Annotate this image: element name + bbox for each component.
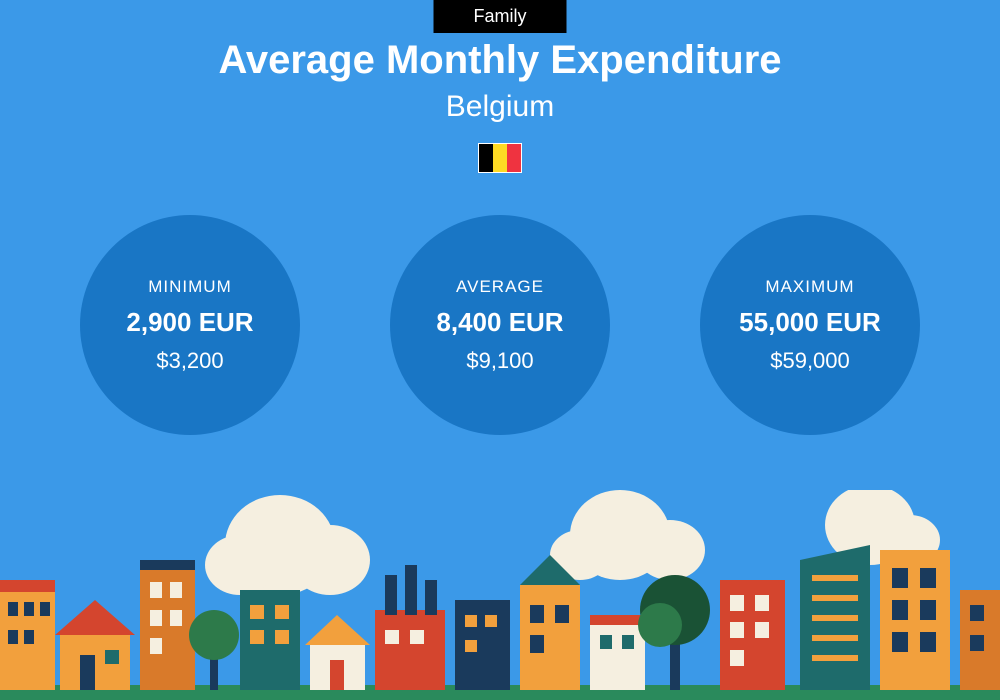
stat-label: AVERAGE bbox=[456, 277, 544, 297]
cityscape-illustration bbox=[0, 490, 1000, 700]
stat-label: MINIMUM bbox=[148, 277, 231, 297]
country-name: Belgium bbox=[0, 90, 1000, 124]
stat-circles: MINIMUM 2,900 EUR $3,200 AVERAGE 8,400 E… bbox=[0, 215, 1000, 435]
page-title: Average Monthly Expenditure bbox=[0, 38, 1000, 83]
stat-secondary: $3,200 bbox=[156, 348, 223, 374]
category-tab-label: Family bbox=[474, 6, 527, 26]
flag-stripe-3 bbox=[507, 144, 521, 172]
flag-icon bbox=[478, 143, 522, 173]
stat-primary: 8,400 EUR bbox=[436, 307, 563, 338]
stat-primary: 2,900 EUR bbox=[126, 307, 253, 338]
flag-stripe-2 bbox=[493, 144, 507, 172]
stat-secondary: $59,000 bbox=[770, 348, 850, 374]
stat-secondary: $9,100 bbox=[466, 348, 533, 374]
stat-circle-average: AVERAGE 8,400 EUR $9,100 bbox=[390, 215, 610, 435]
stat-circle-minimum: MINIMUM 2,900 EUR $3,200 bbox=[80, 215, 300, 435]
stat-circle-maximum: MAXIMUM 55,000 EUR $59,000 bbox=[700, 215, 920, 435]
flag-stripe-1 bbox=[479, 144, 493, 172]
stat-label: MAXIMUM bbox=[765, 277, 854, 297]
category-tab: Family bbox=[434, 0, 567, 33]
stat-primary: 55,000 EUR bbox=[739, 307, 881, 338]
